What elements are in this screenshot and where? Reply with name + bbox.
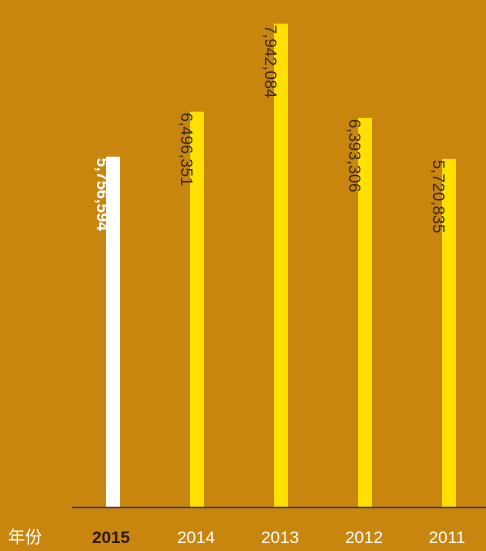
bar-2015 [106, 156, 120, 508]
value-label-2013: 7,942,084 [261, 25, 279, 98]
bar-2012 [358, 117, 372, 507]
value-label-2015: 5,756,594 [93, 158, 111, 232]
bar-2011 [442, 158, 456, 507]
value-label-2012: 6,393,306 [345, 119, 363, 192]
tick-label-2013: 2013 [261, 528, 299, 547]
tick-label-2014: 2014 [177, 528, 215, 547]
bars-group: 5,756,594 6,496,351 7,942,084 6,393,306 5,72… [93, 23, 456, 508]
tick-label-2015: 2015 [92, 528, 130, 547]
value-label-2011: 5,720,835 [429, 160, 447, 233]
bar-2013 [274, 23, 288, 508]
value-label-2014: 6,496,351 [177, 113, 195, 186]
tick-label-2011: 2011 [429, 528, 466, 547]
x-axis-title: 年份 [8, 528, 42, 548]
x-tick-labels: 2015 2014 2013 2012 2011 [92, 528, 465, 547]
tick-label-2012: 2012 [345, 528, 383, 547]
bar-2014 [190, 111, 204, 507]
